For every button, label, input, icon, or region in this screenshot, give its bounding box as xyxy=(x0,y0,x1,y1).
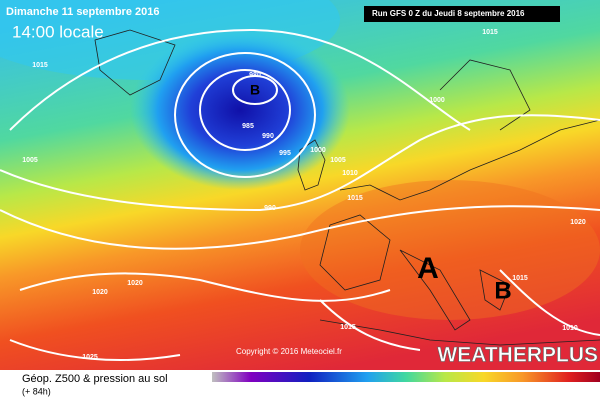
low-pressure-core xyxy=(130,30,350,190)
isobar-label: 1015 xyxy=(482,29,498,36)
isobar-label: 1000 xyxy=(429,97,445,104)
isobar-label: 1010 xyxy=(342,170,358,177)
isobar-label: 1010 xyxy=(562,325,578,332)
isobar-lines xyxy=(0,28,600,361)
isobar-label: 990 xyxy=(262,133,274,140)
isobar-label: 995 xyxy=(279,150,291,157)
run-info: Run GFS 0 Z du Jeudi 8 septembre 2016 xyxy=(372,9,525,18)
copyright: Copyright © 2016 Meteociel.fr xyxy=(236,347,342,356)
isobar-label: 1015 xyxy=(347,195,363,202)
pressure-center: A xyxy=(417,252,439,285)
isobar-label: 990 xyxy=(264,205,276,212)
warm-zone xyxy=(300,180,600,320)
pressure-labels: 1015 1015 980 985 990 1000 995 1000 1005 1010 1005… xyxy=(22,29,586,361)
coastlines xyxy=(94,29,600,346)
isobar-label: 1005 xyxy=(330,157,346,164)
isobar-label: 1005 xyxy=(22,157,38,164)
isobar-label: 1000 xyxy=(310,147,326,154)
color-scale xyxy=(212,372,600,382)
isobar-label: 1015 xyxy=(512,275,528,282)
pressure-center: B xyxy=(494,277,511,304)
lead-time: (+ 84h) xyxy=(22,386,51,396)
caption: Géop. Z500 & pression au sol xyxy=(22,373,168,385)
isobar-label: 1015 xyxy=(32,62,48,69)
isobar-label: 1015 xyxy=(340,324,356,331)
isobar-label: 1020 xyxy=(570,219,586,226)
isobar-label: 985 xyxy=(242,123,254,130)
isobar-label: 1025 xyxy=(82,354,98,361)
pressure-center: B xyxy=(250,82,260,98)
isobar-label: 1020 xyxy=(92,289,108,296)
run-banner xyxy=(364,6,560,22)
brand: WEATHERPLUS xyxy=(437,344,598,367)
local-time: 14:00 locale xyxy=(12,22,104,41)
date: Dimanche 11 septembre 2016 xyxy=(6,6,159,18)
isobar-label: 1020 xyxy=(127,280,143,287)
isobar-label: 980 xyxy=(249,72,261,79)
map xyxy=(0,0,600,370)
